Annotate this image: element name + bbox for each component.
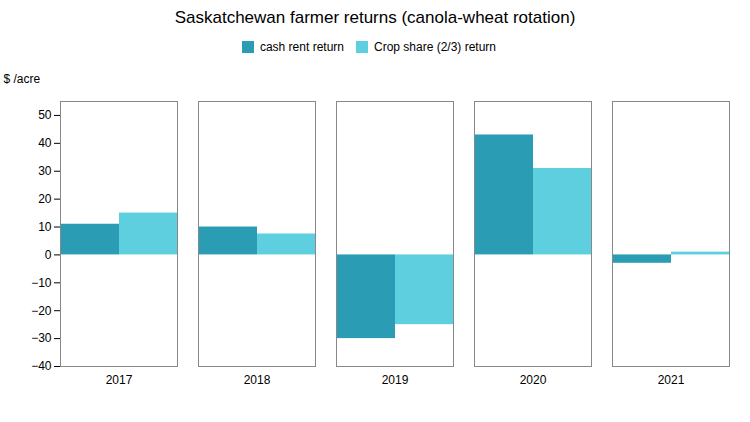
svg-text:20: 20 bbox=[38, 192, 52, 206]
svg-text:30: 30 bbox=[38, 164, 52, 178]
svg-text:2017: 2017 bbox=[106, 373, 133, 387]
svg-text:10: 10 bbox=[38, 220, 52, 234]
svg-text:0: 0 bbox=[45, 248, 52, 262]
svg-text:−10: −10 bbox=[31, 276, 52, 290]
svg-text:2021: 2021 bbox=[658, 373, 685, 387]
svg-text:40: 40 bbox=[38, 136, 52, 150]
svg-text:2019: 2019 bbox=[382, 373, 409, 387]
svg-text:−40: −40 bbox=[31, 359, 52, 373]
svg-text:$ /acre: $ /acre bbox=[4, 72, 41, 86]
html-text:Crop share (2/3) return: Crop share (2/3) return bbox=[374, 39, 496, 54]
svg-text:2020: 2020 bbox=[520, 373, 547, 387]
html-text:cash rent return: cash rent return bbox=[259, 39, 344, 54]
svg-text:−20: −20 bbox=[31, 304, 52, 318]
svg-text:50: 50 bbox=[38, 108, 52, 122]
svg-text:2018: 2018 bbox=[244, 373, 271, 387]
svg-text:−30: −30 bbox=[31, 331, 52, 345]
html-text:Saskatchewan farmer returns (c: Saskatchewan farmer returns (canola-whea… bbox=[174, 8, 576, 27]
